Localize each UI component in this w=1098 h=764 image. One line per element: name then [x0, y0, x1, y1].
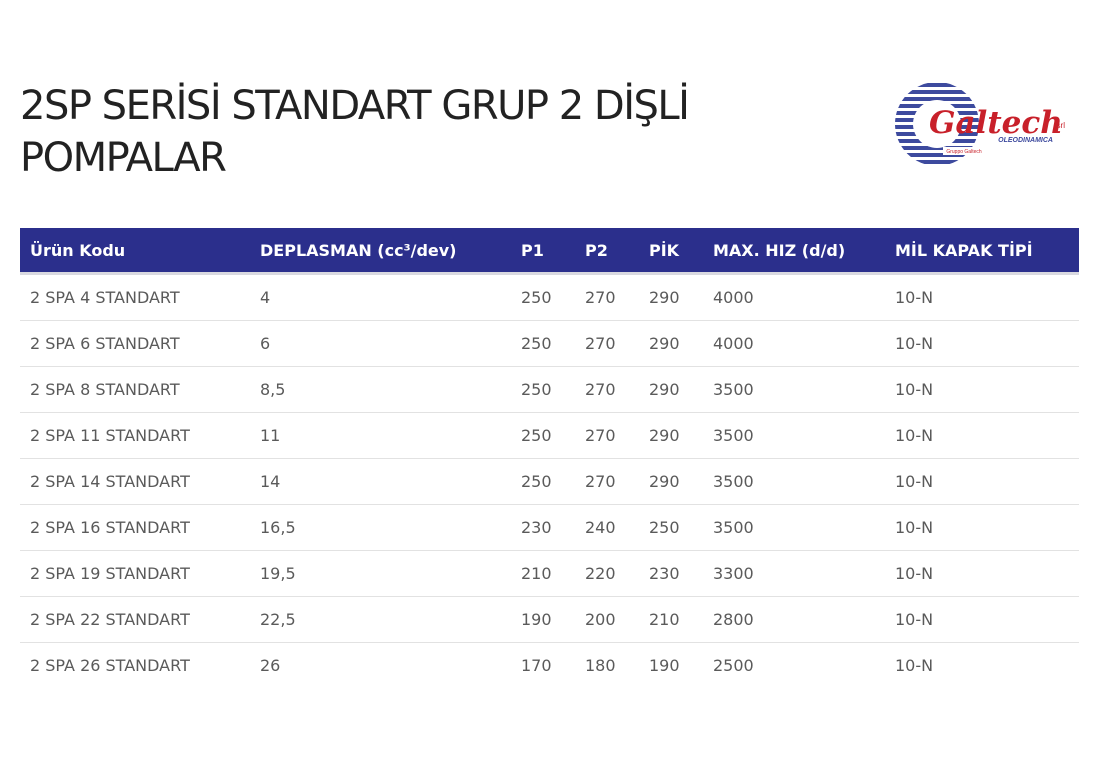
cell-max-hiz: 3500 — [703, 366, 885, 413]
cell-p1: 250 — [511, 412, 575, 459]
products-table: Ürün Kodu DEPLASMAN (cc³/dev) P1 P2 PİK … — [20, 228, 1079, 688]
cell-p2: 270 — [575, 366, 639, 413]
cell-pik: 210 — [639, 596, 703, 643]
table-row: 2 SPA 11 STANDART 11 250 270 290 3500 10-N — [20, 412, 1079, 459]
cell-mil-kapak-tipi: 10-N — [885, 320, 1079, 367]
table-row: 2 SPA 4 STANDART 4 250 270 290 4000 10-N — [20, 273, 1079, 321]
cell-deplasman: 14 — [250, 458, 511, 505]
table-body: 2 SPA 4 STANDART 4 250 270 290 4000 10-N 2 SPA … — [20, 273, 1079, 689]
logo-badge-text: Gruppo Galtech — [946, 149, 982, 155]
cell-max-hiz: 3300 — [703, 550, 885, 597]
cell-urun-kodu: 2 SPA 22 STANDART — [20, 596, 250, 643]
cell-max-hiz: 3500 — [703, 504, 885, 551]
cell-p1: 250 — [511, 366, 575, 413]
header-mil-kapak-tipi: MİL KAPAK TİPİ — [885, 228, 1079, 275]
table-row: 2 SPA 19 STANDART 19,5 210 220 230 3300 10-N — [20, 550, 1079, 597]
cell-p2: 270 — [575, 458, 639, 505]
cell-p2: 270 — [575, 412, 639, 459]
cell-pik: 190 — [649, 656, 680, 675]
cell-p1: 230 — [511, 504, 575, 551]
galtech-logo-graphic: Galtech srl OLEODINAMICA Gruppo Galtech — [895, 83, 1066, 164]
cell-p2: 270 — [575, 273, 639, 321]
cell-p1: 250 — [511, 273, 575, 321]
cell-mil-kapak-tipi: 10-N — [885, 366, 1079, 413]
cell-p2: 180 — [585, 656, 616, 675]
cell-p1: 250 — [511, 320, 575, 367]
cell-deplasman: 6 — [250, 320, 511, 367]
galtech-logo: Galtech srl OLEODINAMICA Gruppo Galtech — [893, 80, 1073, 168]
cell-mil-kapak-tipi: 10-N — [885, 273, 1079, 321]
logo-suffix-text: srl — [1057, 121, 1066, 130]
cell-pik: 250 — [639, 504, 703, 551]
cell-urun-kodu: 2 SPA 19 STANDART — [20, 550, 250, 597]
cell-p2: 240 — [575, 504, 639, 551]
cell-p1: 190 — [511, 596, 575, 643]
cell-deplasman: 22,5 — [250, 596, 511, 643]
cell-mil-kapak-tipi: 10-N — [885, 550, 1079, 597]
cell-p2: 200 — [575, 596, 639, 643]
cell-mil-kapak-tipi: 10-N — [885, 412, 1079, 459]
table-row: 2 SPA 26 STANDART 26 170 180 190 2500 10-N — [20, 643, 1079, 689]
cell-p1: 170 — [521, 656, 552, 675]
logo-brand-text: Galtech — [929, 105, 1063, 141]
cell-urun-kodu: 2 SPA 26 STANDART — [30, 656, 190, 675]
header-max-hiz: MAX. HIZ (d/d) — [703, 228, 885, 275]
cell-pik: 290 — [639, 366, 703, 413]
cell-max-hiz: 2800 — [703, 596, 885, 643]
cell-deplasman: 4 — [250, 273, 511, 321]
cell-deplasman: 16,5 — [250, 504, 511, 551]
cell-p1: 210 — [511, 550, 575, 597]
header-pik: PİK — [639, 228, 703, 275]
cell-pik: 290 — [639, 412, 703, 459]
cell-deplasman: 19,5 — [250, 550, 511, 597]
cell-deplasman: 11 — [250, 412, 511, 459]
header-p2: P2 — [575, 228, 639, 275]
table-row: 2 SPA 8 STANDART 8,5 250 270 290 3500 10-N — [20, 366, 1079, 413]
page-title: 2SP SERİSİ STANDART GRUP 2 DİŞLİ POMPALA… — [20, 80, 780, 184]
cell-urun-kodu: 2 SPA 14 STANDART — [20, 458, 250, 505]
header-urun-kodu: Ürün Kodu — [20, 228, 250, 275]
logo-tagline-text: OLEODINAMICA — [998, 137, 1053, 144]
cell-mil-kapak-tipi: 10-N — [885, 504, 1079, 551]
cell-mil-kapak-tipi: 10-N — [885, 458, 1079, 505]
cell-urun-kodu: 2 SPA 11 STANDART — [20, 412, 250, 459]
cell-pik: 290 — [639, 458, 703, 505]
cell-max-hiz: 4000 — [703, 273, 885, 321]
cell-urun-kodu: 2 SPA 6 STANDART — [20, 320, 250, 367]
cell-urun-kodu: 2 SPA 8 STANDART — [20, 366, 250, 413]
cell-pik: 290 — [639, 273, 703, 321]
cell-mil-kapak-tipi: 10-N — [895, 656, 934, 675]
cell-deplasman: 8,5 — [250, 366, 511, 413]
cell-p1: 250 — [511, 458, 575, 505]
cell-urun-kodu: 2 SPA 4 STANDART — [20, 273, 250, 321]
cell-pik: 230 — [639, 550, 703, 597]
header-deplasman: DEPLASMAN (cc³/dev) — [250, 228, 511, 275]
cell-p2: 270 — [575, 320, 639, 367]
cell-pik: 290 — [639, 320, 703, 367]
page-title-line-1: 2SP SERİSİ STANDART GRUP 2 DİŞLİ — [20, 83, 690, 129]
table-row: 2 SPA 16 STANDART 16,5 230 240 250 3500 10-N — [20, 504, 1079, 551]
cell-deplasman: 26 — [260, 656, 281, 675]
page-title-line-2: POMPALAR — [20, 135, 227, 181]
cell-max-hiz: 3500 — [703, 458, 885, 505]
cell-mil-kapak-tipi: 10-N — [885, 596, 1079, 643]
cell-max-hiz: 2500 — [713, 656, 754, 675]
header-p1: P1 — [511, 228, 575, 275]
cell-max-hiz: 4000 — [703, 320, 885, 367]
cell-urun-kodu: 2 SPA 16 STANDART — [20, 504, 250, 551]
cell-max-hiz: 3500 — [703, 412, 885, 459]
table-row: 2 SPA 22 STANDART 22,5 190 200 210 2800 10-N — [20, 596, 1079, 643]
table-row: 2 SPA 14 STANDART 14 250 270 290 3500 10-N — [20, 458, 1079, 505]
table-header-row: Ürün Kodu DEPLASMAN (cc³/dev) P1 P2 PİK … — [20, 228, 1079, 275]
cell-p2: 220 — [575, 550, 639, 597]
table-row: 2 SPA 6 STANDART 6 250 270 290 4000 10-N — [20, 320, 1079, 367]
